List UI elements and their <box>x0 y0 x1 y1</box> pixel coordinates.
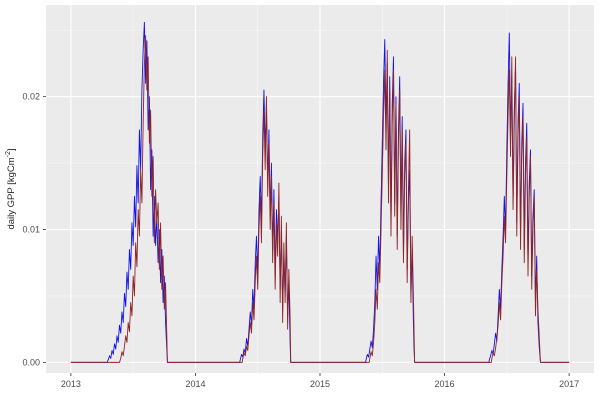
x-tick-label: 2015 <box>310 379 330 389</box>
y-axis-title: daily GPP [kgCm-2] <box>5 148 17 229</box>
x-tick-label: 2013 <box>61 379 81 389</box>
x-tick-label: 2017 <box>559 379 579 389</box>
y-tick-label: 0.01 <box>22 225 40 235</box>
y-tick-label: 0.02 <box>22 92 40 102</box>
y-tick-label: 0.00 <box>22 357 40 367</box>
series-red-line <box>70 35 570 363</box>
y-axis-labels: 0.00 0.01 0.02 <box>22 92 40 368</box>
x-axis-labels: 2013 2014 2015 2016 2017 <box>61 379 579 389</box>
x-tick-label: 2016 <box>435 379 455 389</box>
grid-major <box>46 5 594 373</box>
x-tick-label: 2014 <box>185 379 205 389</box>
axis-ticks <box>43 96 570 376</box>
